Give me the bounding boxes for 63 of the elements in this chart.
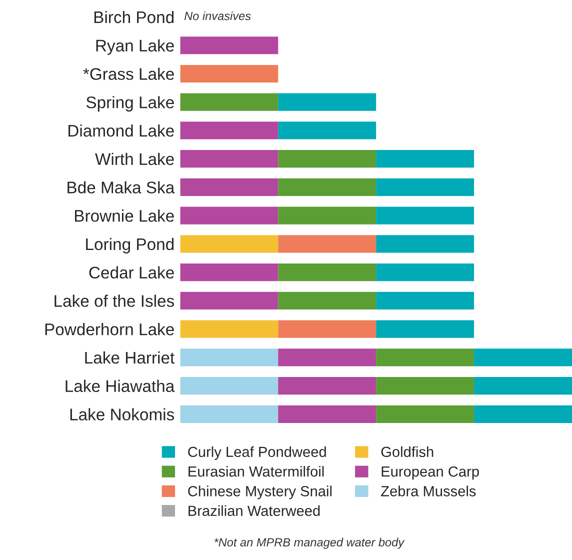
- legend-label: Curly Leaf Pondweed: [188, 446, 326, 460]
- bar: [278, 405, 376, 424]
- bar: [180, 235, 278, 253]
- y-tick-label: Bde Maka Ska: [68, 181, 175, 194]
- bar: [180, 36, 278, 54]
- bar: [278, 93, 376, 111]
- y-tick-label: Lake Hiawatha: [66, 380, 175, 392]
- text: *Not an MPRB managed water body: [214, 538, 405, 549]
- legend-label: Goldfish: [381, 446, 434, 458]
- bar: [376, 206, 474, 224]
- bar: [180, 320, 278, 338]
- bar: [376, 405, 474, 424]
- y-tick-label: Birch Pond: [94, 10, 174, 24]
- bar: [180, 178, 278, 196]
- y-tick-label: Spring Lake: [86, 96, 174, 112]
- bar: [278, 292, 376, 310]
- bar: [376, 150, 474, 168]
- legend-label: European Carp: [382, 466, 479, 480]
- y-tick-label: Brownie Lake: [75, 210, 174, 222]
- y-tick-label: Wirth Lake: [95, 152, 174, 166]
- bar: [474, 348, 572, 366]
- bar: [376, 292, 474, 310]
- bar: [278, 235, 376, 253]
- bar: [376, 235, 474, 253]
- bar: [474, 405, 572, 424]
- bar: [180, 64, 278, 83]
- bar: [180, 292, 278, 310]
- bar: [376, 178, 474, 196]
- bar: [180, 122, 278, 140]
- y-tick-label: Lake Nokomis: [70, 408, 174, 420]
- bar: [180, 348, 278, 366]
- legend-label: Eurasian Watermilfoil: [188, 466, 324, 477]
- bar: [376, 377, 474, 395]
- y-tick-label: Lake of the Isles: [54, 294, 174, 307]
- y-tick-label: *Grass Lake: [83, 68, 174, 80]
- bar: [180, 405, 278, 424]
- bar: [278, 348, 376, 366]
- bar: [278, 264, 376, 282]
- legend-label: Chinese Mystery Snail: [188, 486, 332, 500]
- bar: [180, 206, 278, 224]
- bar: [180, 93, 278, 111]
- legend-label: Zebra Mussels: [381, 486, 476, 496]
- legend-label: Brazilian Waterweed: [188, 505, 320, 516]
- y-tick-label: Cedar Lake: [89, 266, 174, 279]
- bar: [376, 320, 474, 338]
- bar: [278, 206, 376, 224]
- bar: [278, 122, 376, 140]
- bar: [278, 320, 376, 338]
- y-tick-label: Ryan Lake: [96, 39, 174, 55]
- bar: [180, 377, 278, 395]
- y-tick-label: Powderhorn Lake: [45, 323, 174, 336]
- bar: [376, 264, 474, 282]
- y-tick-label: Lake Harriet: [85, 351, 175, 364]
- annotation: No invasives: [184, 11, 251, 20]
- bar: [474, 377, 572, 395]
- bar: [278, 178, 376, 196]
- y-tick-label: Loring Pond: [86, 238, 174, 254]
- bar: [180, 264, 278, 282]
- y-tick-label: Diamond Lake: [68, 124, 174, 137]
- bar: [376, 348, 474, 366]
- bar: [278, 150, 376, 168]
- bar: [278, 377, 376, 395]
- bar: [180, 150, 278, 168]
